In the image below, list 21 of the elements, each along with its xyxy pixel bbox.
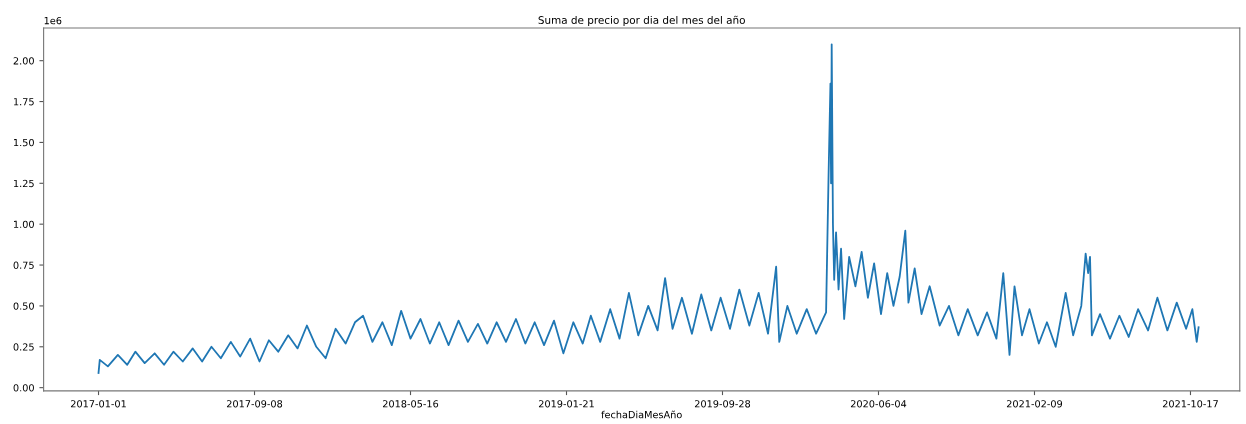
x-axis-title: fechaDiaMesAño [601,410,682,419]
text: 1e6 [44,16,62,25]
line-series [97,43,1200,374]
x-tick-label: 2019-01-21 [538,400,594,408]
x-tick-label: 2021-02-09 [1006,400,1063,408]
y-tick-label: 2.00 [13,57,34,65]
y-tick-label: 0.25 [13,343,34,351]
y-tick-label: 1.50 [14,138,34,147]
y-tick-label: 0.00 [13,384,34,392]
y-tick-label: 0.75 [13,261,34,269]
y-tick-label: 1.75 [14,98,34,106]
y-tick-label: 0.50 [13,302,34,310]
x-tick-label: 2020-06-04 [850,400,907,408]
x-tick-label: 2018-05-16 [382,400,439,408]
y-tick-label: 1.25 [14,179,34,188]
x-tick-label: 2019-09-28 [694,400,751,408]
chart-title: Suma de precio por dia del mes del año [538,15,745,26]
x-tick-label: 2017-01-01 [70,400,126,408]
y-tick-label: 1.00 [14,220,34,228]
x-tick-label: 2021-10-17 [1162,400,1218,408]
x-tick-label: 2017-09-08 [226,400,283,408]
